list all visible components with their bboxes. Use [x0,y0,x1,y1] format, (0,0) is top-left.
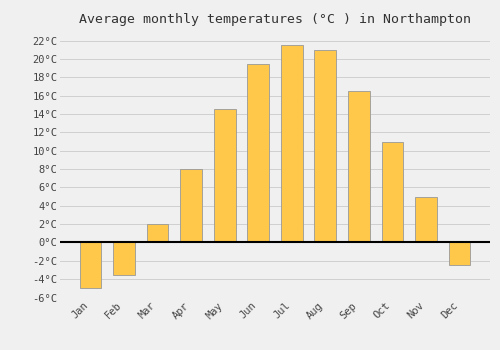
Bar [281,45,302,243]
Bar [146,224,169,243]
Bar [348,91,370,243]
Bar [214,110,236,243]
Bar [314,50,336,243]
Title: Average monthly temperatures (°C ) in Northampton: Average monthly temperatures (°C ) in No… [79,13,471,26]
Bar [415,197,437,243]
Bar [248,64,269,243]
Bar [113,243,135,274]
Bar [180,169,202,243]
Bar [382,141,404,243]
Bar [80,243,102,288]
Bar [448,243,470,265]
